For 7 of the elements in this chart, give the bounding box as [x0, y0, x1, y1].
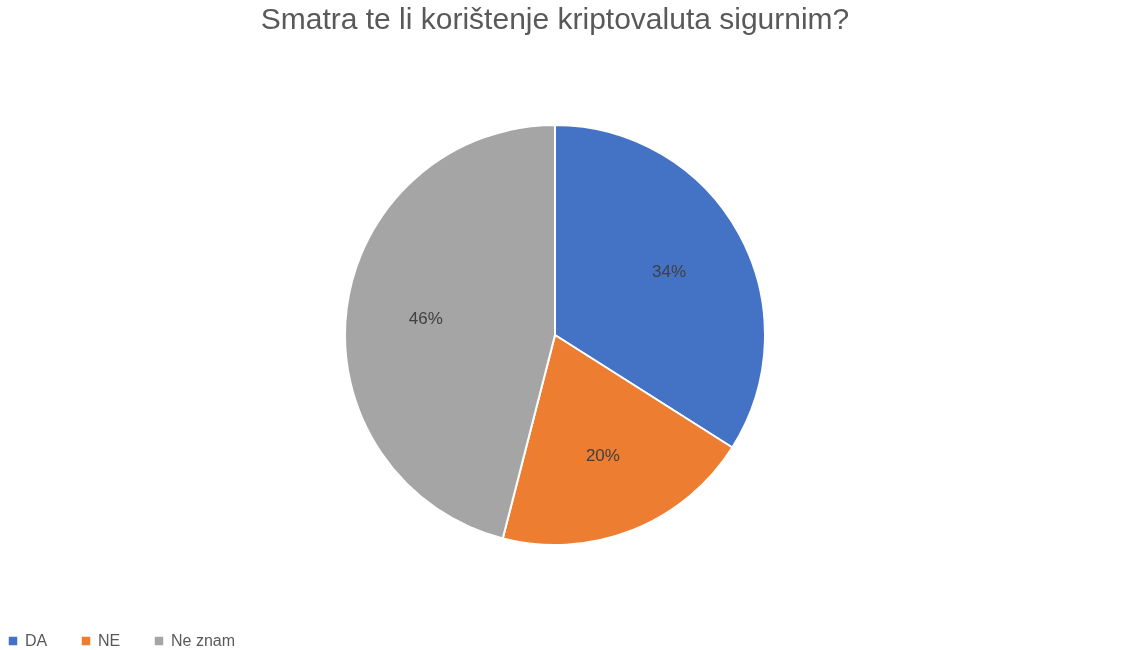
legend-label: Ne znam — [171, 632, 236, 649]
legend-label: NE — [98, 632, 121, 649]
legend-label: DA — [25, 632, 48, 649]
data-label: 20% — [585, 446, 620, 466]
data-label: 46% — [408, 308, 443, 328]
data-label: 34% — [652, 262, 687, 282]
chart-title: Smatra te li korištenje kriptovaluta sigurnim? — [260, 2, 850, 35]
